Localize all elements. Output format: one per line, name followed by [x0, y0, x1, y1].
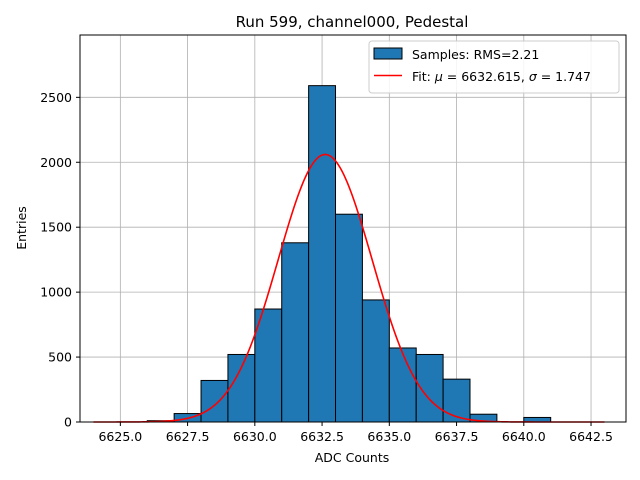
legend-swatch-samples: [373, 47, 403, 60]
legend-label-samples: Samples: RMS=2.21: [412, 47, 539, 62]
histogram-bar: [442, 378, 471, 423]
histogram-bar: [308, 85, 337, 423]
y-tick-label: 0: [64, 415, 72, 430]
histogram-bar: [361, 299, 390, 423]
grid: [80, 35, 626, 423]
plot-frame: [79, 34, 627, 423]
x-tick-label: 6637.5: [435, 429, 479, 444]
x-tick-label: 6627.5: [166, 429, 210, 444]
histogram-bar: [281, 242, 310, 423]
histogram-bar: [335, 213, 363, 423]
x-tick-label: 6642.5: [569, 429, 613, 444]
x-tick-label: 6632.5: [300, 429, 344, 444]
y-tick-label: 1000: [40, 285, 72, 300]
legend-box: [368, 40, 620, 94]
x-axis-ticks: 6625.0 6627.5 6630.0 6632.5 6635.0 6637.5 6640…: [98, 422, 613, 444]
legend: Samples: RMS=2.21 Fit: μ = 6632.615, σ =…: [368, 40, 620, 94]
legend-label-fit: Fit: μ = 6632.615, σ = 1.747: [412, 69, 591, 84]
chart-title: Run 599, channel000, Pedestal: [236, 13, 469, 31]
y-tick-label: 2500: [40, 90, 72, 105]
x-tick-label: 6635.0: [367, 429, 411, 444]
y-axis-label: Entries: [14, 206, 29, 250]
x-tick-label: 6630.0: [233, 429, 277, 444]
y-tick-label: 500: [48, 350, 72, 365]
histogram-bar: [388, 347, 417, 423]
y-tick-label: 2000: [40, 155, 72, 170]
histogram-bar: [200, 379, 229, 423]
y-tick-label: 1500: [40, 220, 72, 235]
x-tick-label: 6640.0: [502, 429, 546, 444]
x-axis-label: ADC Counts: [315, 450, 390, 465]
y-axis-ticks: 0 500 1000 1500 2000 2500: [40, 90, 80, 430]
histogram-bar: [227, 353, 256, 423]
histogram-bar: [254, 308, 283, 423]
x-tick-label: 6625.0: [98, 429, 142, 444]
histogram-bars: [146, 85, 552, 423]
